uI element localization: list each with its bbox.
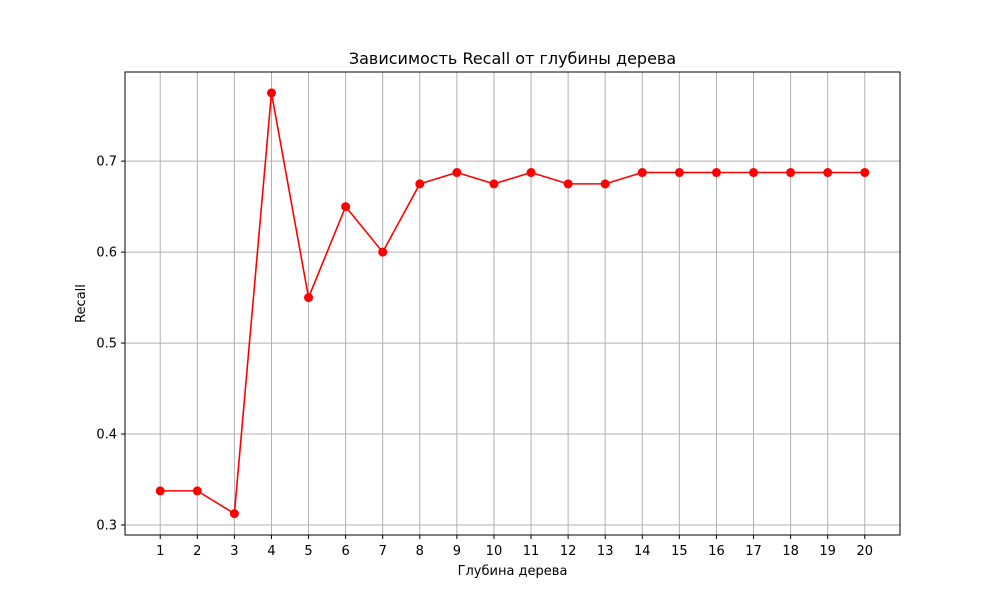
x-tick-label: 18	[782, 544, 799, 559]
x-tick-label: 10	[486, 544, 503, 559]
x-tick-label: 15	[671, 544, 688, 559]
data-point	[749, 168, 759, 178]
data-point	[711, 168, 721, 178]
data-point	[600, 179, 610, 189]
data-point	[378, 247, 388, 257]
data-point	[415, 179, 425, 189]
x-tick-label: 19	[819, 544, 836, 559]
x-tick-label: 13	[597, 544, 614, 559]
data-point	[266, 88, 276, 98]
data-point	[823, 168, 833, 178]
data-point	[341, 202, 351, 212]
x-tick-label: 5	[304, 544, 312, 559]
data-point	[786, 168, 796, 178]
data-point	[192, 486, 202, 496]
x-tick-label: 12	[560, 544, 577, 559]
series-line	[160, 92, 865, 515]
data-point	[229, 509, 239, 519]
x-tick-label: 3	[230, 544, 238, 559]
x-tick-label: 20	[856, 544, 873, 559]
series	[155, 88, 870, 519]
x-tick-label: 16	[708, 544, 725, 559]
x-tick-label: 11	[523, 544, 540, 559]
plot-frame	[124, 71, 901, 536]
ticks: 1 2 3 4 5 6 7 8 9 10 11 12 13 14 15 16 17 18 19 200.30.40.5…	[96, 155, 873, 559]
x-tick-label: 4	[267, 544, 275, 559]
data-point	[304, 293, 314, 303]
data-point	[860, 168, 870, 178]
x-tick-label: 6	[341, 544, 349, 559]
chart-title: Зависимость Recall от глубины дерева	[349, 49, 676, 68]
x-tick-label: 9	[453, 544, 461, 559]
data-point	[489, 179, 499, 189]
x-tick-label: 7	[379, 544, 387, 559]
y-tick-label: 0.5	[96, 337, 117, 352]
data-point	[526, 168, 536, 178]
y-tick-label: 0.4	[96, 428, 117, 443]
y-tick-label: 0.3	[96, 518, 117, 533]
y-tick-label: 0.6	[96, 246, 117, 261]
x-tick-label: 2	[193, 544, 201, 559]
x-tick-label: 8	[416, 544, 424, 559]
x-tick-label: 17	[745, 544, 762, 559]
x-axis-label: Глубина дерева	[458, 564, 568, 579]
y-tick-label: 0.7	[96, 155, 117, 170]
data-point	[674, 168, 684, 178]
data-point	[637, 168, 647, 178]
data-point	[155, 486, 165, 496]
grid	[125, 72, 900, 535]
plot-area-background	[125, 72, 900, 535]
data-point	[563, 179, 573, 189]
x-tick-label: 1	[156, 544, 164, 559]
y-axis-label: Recall	[74, 284, 89, 323]
data-point	[452, 168, 462, 178]
x-tick-label: 14	[634, 544, 651, 559]
